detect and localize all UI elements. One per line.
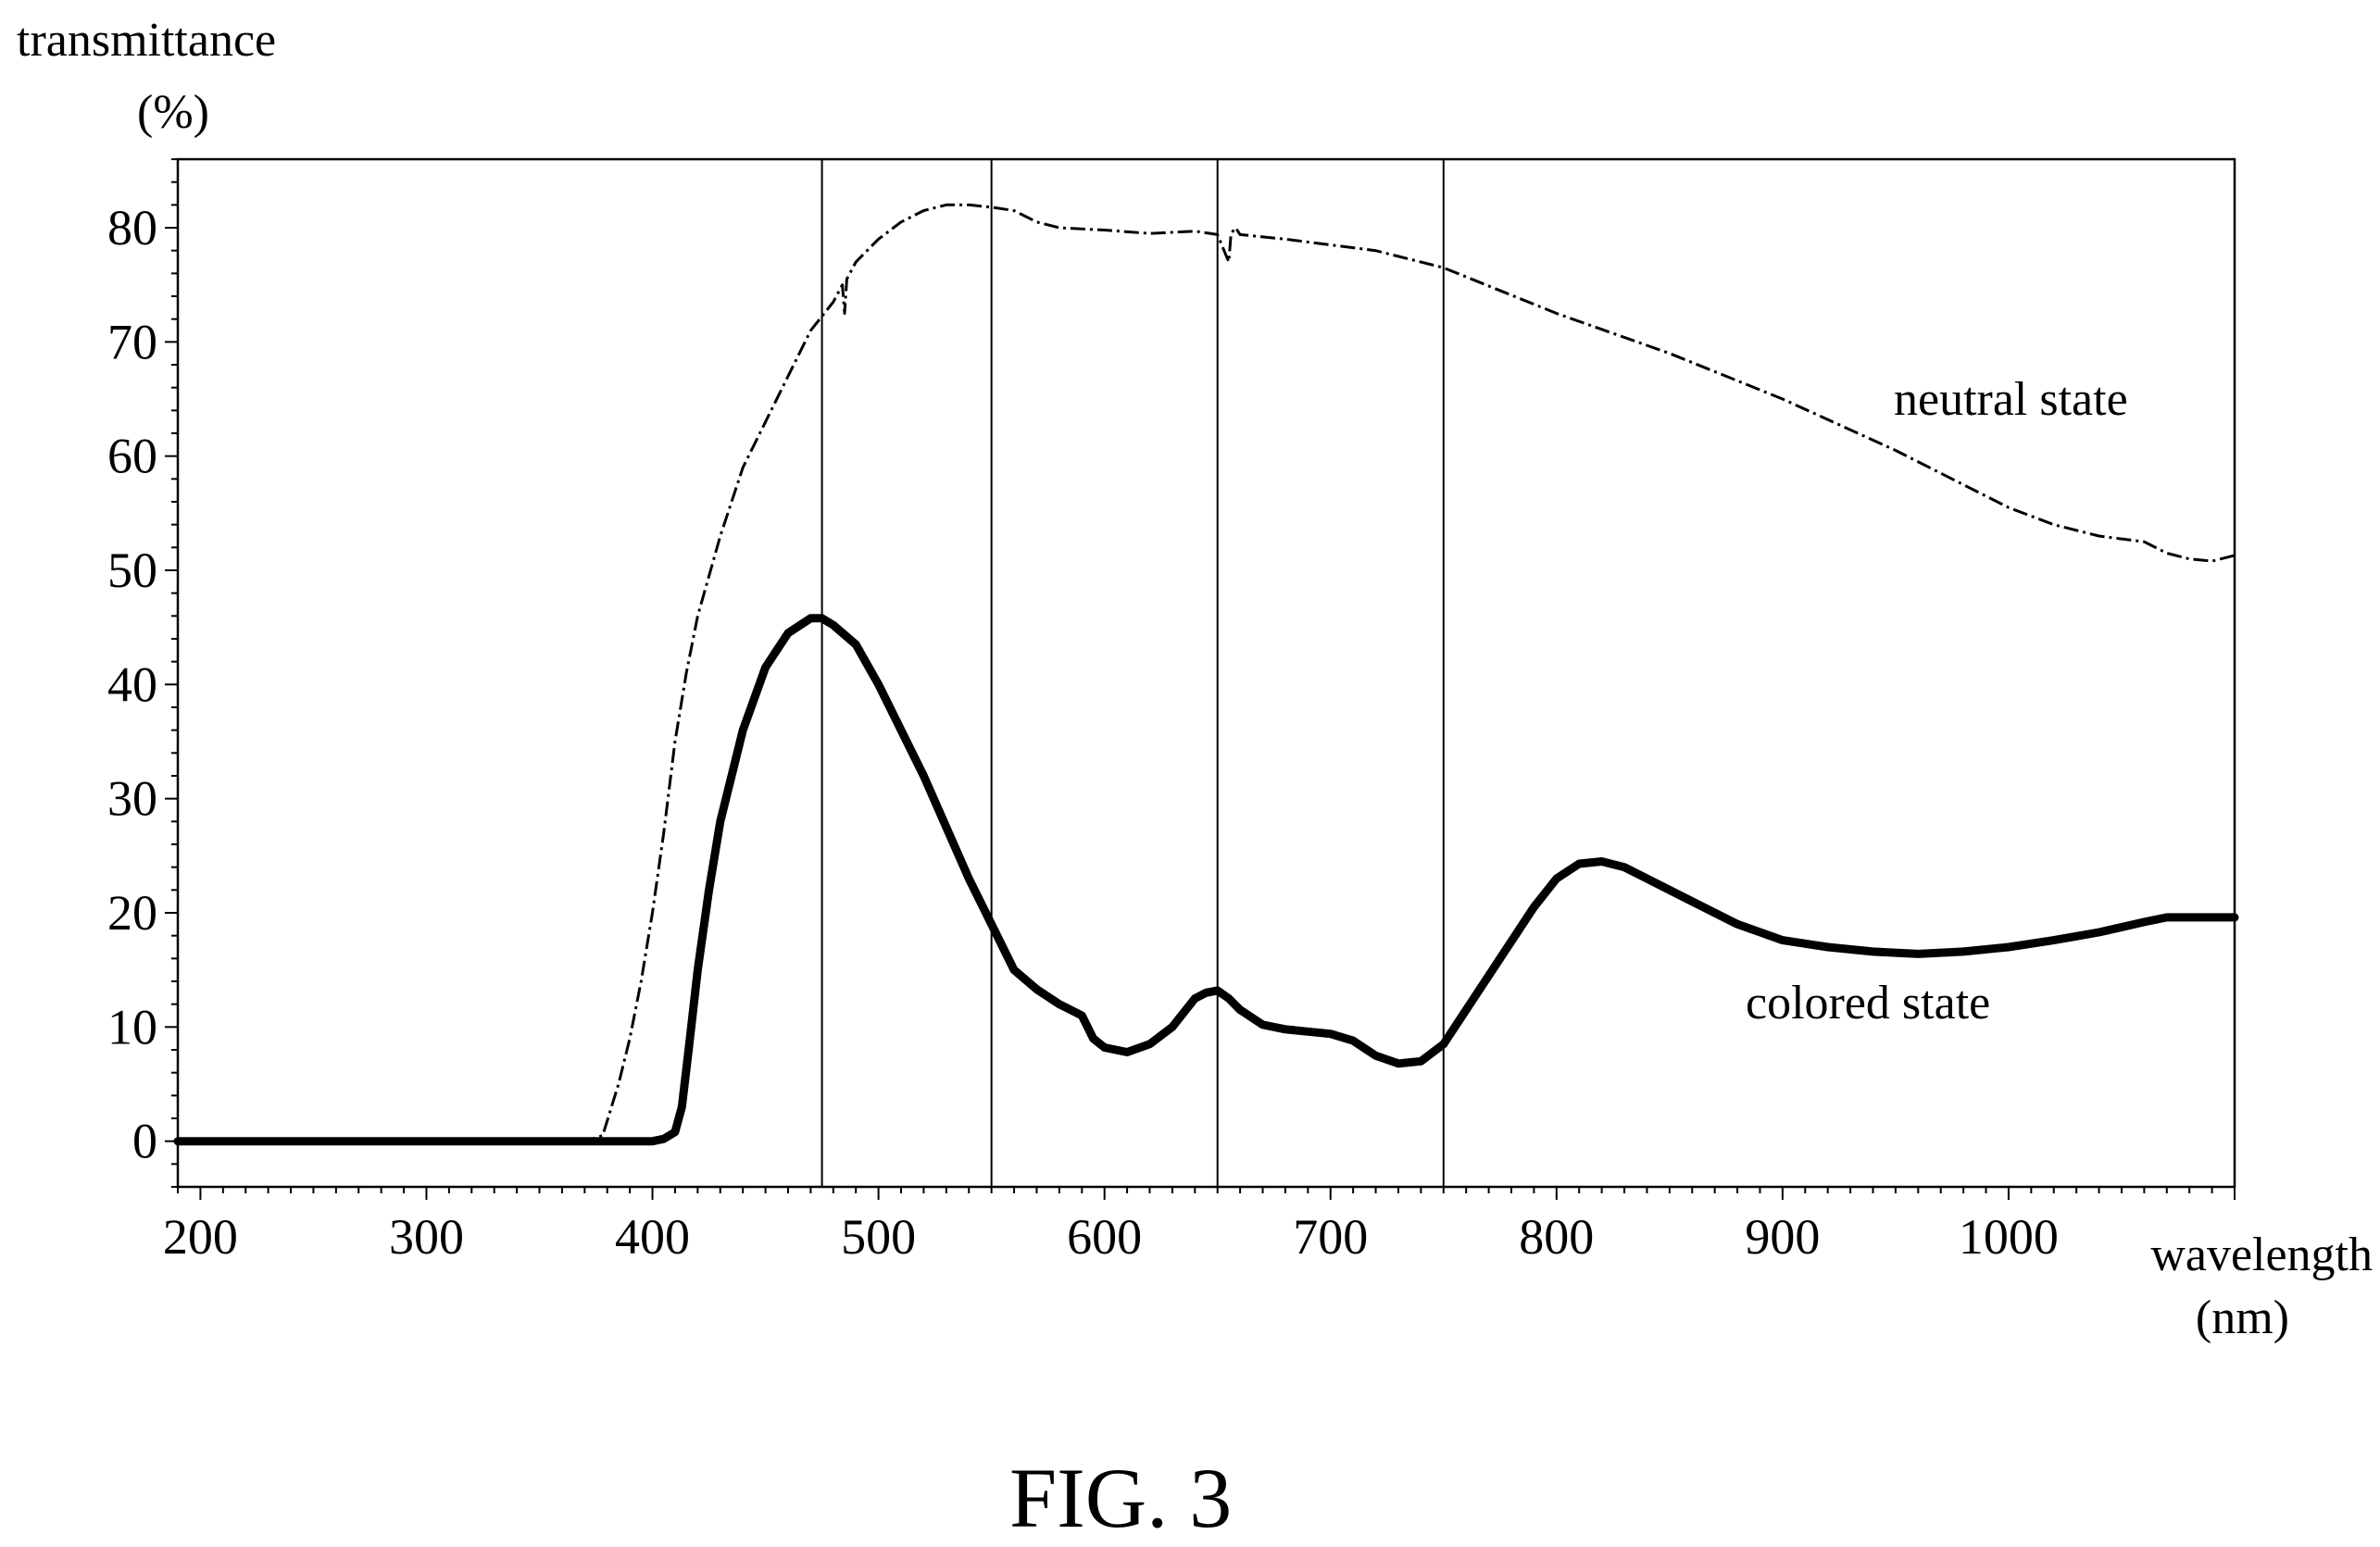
y-tick-label: 20 <box>107 885 157 941</box>
y-tick-label: 10 <box>107 999 157 1054</box>
x-tick-label: 200 <box>163 1209 238 1265</box>
y-tick-label: 30 <box>107 771 157 827</box>
x-axis-label: wavelength <box>2150 1229 2373 1281</box>
y-axis-unit: (%) <box>137 86 209 139</box>
y-tick-label: 80 <box>107 200 157 256</box>
plot-frame <box>176 157 2236 1189</box>
y-tick-label: 0 <box>132 1114 157 1169</box>
x-tick-label: 700 <box>1293 1209 1368 1265</box>
x-tick-label: 400 <box>615 1209 690 1265</box>
y-axis: 0 10 20 30 40 50 60 70 80 <box>107 158 178 1188</box>
series-label-colored-state: colored state <box>1746 977 1990 1029</box>
x-tick-label: 1000 <box>1959 1209 2059 1265</box>
series-line-neutral-state <box>178 203 2236 1143</box>
x-axis: 200 300 400 500 600 700 800 900 1000 <box>163 1187 2236 1265</box>
y-tick-label: 70 <box>107 314 157 369</box>
reference-lines <box>820 159 1445 1187</box>
x-tick-label: 500 <box>841 1209 916 1265</box>
x-tick-label: 600 <box>1067 1209 1142 1265</box>
y-tick-label: 60 <box>107 429 157 484</box>
x-axis-unit: (nm) <box>2196 1291 2289 1344</box>
x-tick-label: 300 <box>389 1209 464 1265</box>
y-tick-label: 40 <box>107 656 157 712</box>
y-axis-label: transmittance <box>17 14 276 67</box>
curves <box>173 203 2239 1146</box>
series-label-neutral-state: neutral state <box>1894 373 2128 426</box>
figure-label: FIG. 3 <box>1009 1451 1233 1545</box>
x-tick-label: 900 <box>1745 1209 1820 1265</box>
series-line-colored-state <box>173 614 2239 1146</box>
x-tick-label: 800 <box>1519 1209 1594 1265</box>
y-tick-label: 50 <box>107 543 157 598</box>
